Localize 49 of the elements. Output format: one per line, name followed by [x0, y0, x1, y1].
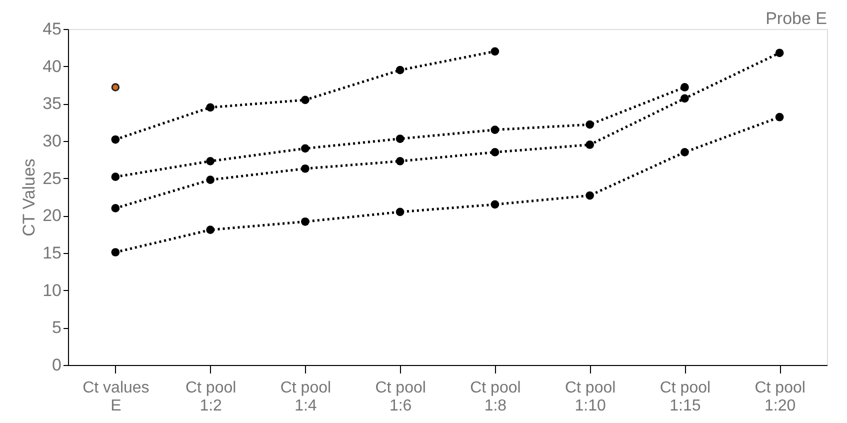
point [111, 135, 120, 144]
point [490, 148, 500, 156]
x-tick-label: Ct pool 1:10 [564, 380, 616, 414]
x-tick-label: Ct pool 1:15 [660, 380, 711, 414]
point [490, 200, 500, 209]
chart-title: Probe E [766, 9, 827, 28]
x-tick-label: Ct pool 1:2 [185, 380, 236, 414]
point [396, 134, 404, 143]
y-tick-label: 35 [42, 94, 62, 114]
point [301, 144, 310, 153]
point [206, 156, 214, 166]
x-tick-label: Ct pool 1:20 [754, 380, 806, 414]
x-tick-label: Ct pool 1:4 [280, 380, 332, 414]
point [680, 94, 689, 103]
point [396, 156, 404, 166]
y-axis-title: CT Values [20, 158, 39, 236]
point [111, 248, 120, 256]
y-tick-label: 30 [42, 132, 62, 150]
point [396, 208, 404, 216]
point [680, 148, 689, 156]
y-tick-label: 45 [42, 20, 62, 38]
point [206, 176, 214, 184]
point [206, 103, 214, 112]
y-tick-label: 5 [52, 318, 62, 338]
point [206, 226, 214, 234]
point [301, 96, 310, 104]
y-tick-label: 25 [42, 168, 62, 188]
point [111, 204, 120, 212]
point [301, 217, 310, 226]
y-tick-label: 40 [42, 56, 62, 76]
point [490, 126, 500, 134]
x-tick-label: Ct pool 1:6 [375, 380, 426, 414]
x-tick-label: Ct pool 1:8 [470, 380, 521, 414]
point [301, 164, 310, 173]
point [111, 172, 120, 182]
point [586, 191, 594, 200]
point [586, 120, 594, 129]
point [396, 66, 404, 74]
y-tick-label: 0 [52, 356, 62, 374]
point [490, 47, 500, 56]
y-tick-label: 15 [42, 244, 62, 262]
y-tick-label: 10 [42, 280, 62, 300]
point [775, 48, 784, 58]
point [680, 83, 689, 92]
point [111, 83, 120, 92]
point [586, 140, 594, 149]
y-tick-label: 20 [42, 206, 62, 226]
point [775, 112, 784, 122]
x-tick-label: Ct values E [82, 380, 150, 414]
